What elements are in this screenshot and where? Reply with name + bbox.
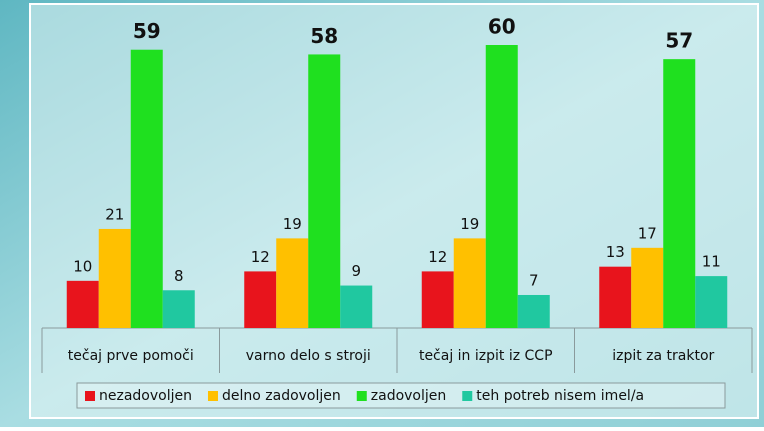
bar bbox=[421, 271, 454, 328]
bar bbox=[631, 247, 664, 328]
legend-swatch bbox=[356, 391, 367, 401]
bar bbox=[485, 45, 518, 328]
bar bbox=[599, 266, 632, 328]
bar bbox=[695, 276, 728, 328]
data-label: 58 bbox=[310, 24, 338, 48]
bar bbox=[517, 294, 550, 328]
data-label: 7 bbox=[529, 271, 539, 289]
data-label: 19 bbox=[460, 215, 479, 233]
data-label: 12 bbox=[428, 248, 447, 266]
data-label: 19 bbox=[283, 215, 302, 233]
bar bbox=[308, 54, 341, 328]
legend-swatch bbox=[85, 391, 95, 401]
x-tick-label: tečaj in izpit iz CCP bbox=[419, 348, 553, 364]
data-label: 9 bbox=[351, 262, 361, 280]
legend-label: teh potreb nisem imel/a bbox=[476, 388, 644, 404]
data-label: 60 bbox=[488, 15, 516, 39]
data-label: 17 bbox=[638, 224, 657, 242]
data-label: 21 bbox=[105, 205, 124, 223]
bar bbox=[663, 59, 696, 329]
legend bbox=[76, 382, 726, 409]
x-tick-label: izpit za traktor bbox=[612, 348, 714, 364]
data-label: 57 bbox=[665, 29, 693, 53]
legend-swatch bbox=[462, 391, 473, 401]
legend-label: zadovoljen bbox=[371, 388, 447, 404]
legend-label: nezadovoljen bbox=[99, 388, 192, 404]
data-label: 59 bbox=[133, 19, 161, 43]
data-label: 12 bbox=[251, 248, 270, 266]
bar bbox=[98, 228, 131, 328]
bar bbox=[162, 290, 195, 328]
bar bbox=[130, 49, 163, 328]
bar bbox=[276, 238, 309, 328]
bar bbox=[66, 280, 99, 328]
legend-label: delno zadovoljen bbox=[222, 388, 341, 404]
data-label: 8 bbox=[174, 267, 184, 285]
bar bbox=[340, 285, 373, 328]
legend-swatch bbox=[207, 391, 218, 401]
data-label: 13 bbox=[606, 243, 625, 261]
bar bbox=[244, 271, 277, 328]
data-label: 11 bbox=[702, 253, 721, 271]
x-tick-label: varno delo s stroji bbox=[246, 348, 371, 364]
data-label: 10 bbox=[73, 257, 92, 275]
x-tick-label: tečaj prve pomoči bbox=[68, 348, 194, 364]
bar bbox=[453, 238, 486, 328]
